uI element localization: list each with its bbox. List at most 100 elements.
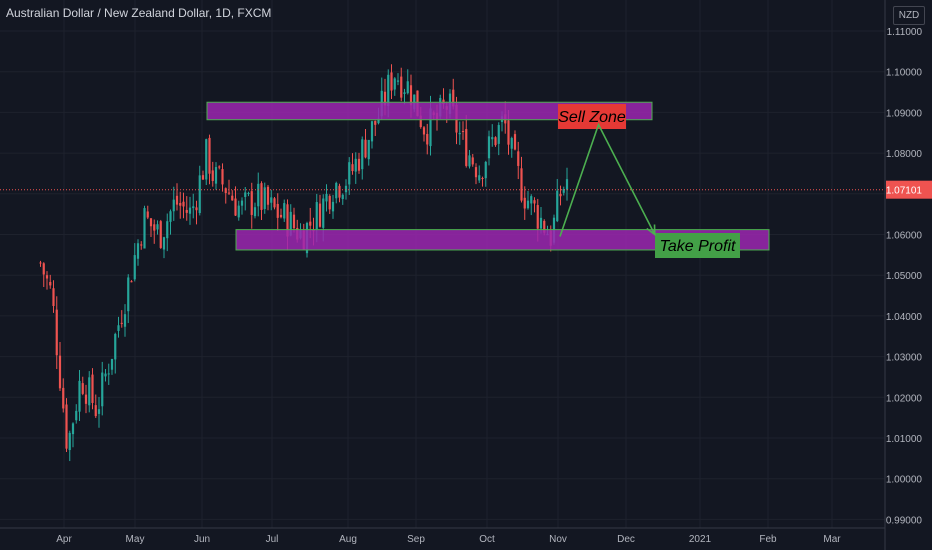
candle-body <box>530 196 533 204</box>
candle-body <box>75 410 78 421</box>
candle-body <box>396 80 400 82</box>
candle-body <box>341 194 344 200</box>
candle-body <box>565 179 569 190</box>
candle-body <box>331 201 335 212</box>
candlestick-series <box>39 64 569 462</box>
candle-body <box>510 138 513 149</box>
candle-body <box>42 263 45 275</box>
candle-body <box>97 409 101 414</box>
candle-body <box>55 309 58 356</box>
candle-body <box>240 200 244 206</box>
candle-body <box>237 205 240 218</box>
candle-body <box>247 192 250 194</box>
candle-body <box>487 136 491 159</box>
projection-path <box>559 122 656 237</box>
projection-arrowhead <box>646 224 656 237</box>
time-tick-label: 2021 <box>689 534 712 545</box>
candle-body <box>140 244 143 246</box>
candle-body <box>325 193 328 202</box>
candle-body <box>315 202 318 230</box>
candle-body <box>536 205 539 229</box>
candle-body <box>143 208 146 249</box>
candle-body <box>543 220 546 233</box>
price-tick-label: 1.08000 <box>886 149 923 160</box>
candle-body <box>244 192 247 197</box>
grid-lines <box>0 0 885 528</box>
candle-body <box>65 404 68 449</box>
candle-body <box>383 91 387 106</box>
candle-body <box>266 186 270 205</box>
candle-body <box>419 115 422 128</box>
candle-body <box>114 333 117 360</box>
candle-body <box>335 182 338 199</box>
time-tick-label: Jul <box>266 534 279 545</box>
candle-body <box>273 198 276 208</box>
candle-body <box>260 183 263 210</box>
price-tick-label: 1.06000 <box>886 231 923 242</box>
candle-body <box>292 214 296 229</box>
time-axis[interactable]: Apr May Jun Jul Aug Sep Oct Nov Dec 2021 Feb Mar <box>0 527 885 545</box>
candle-body <box>198 175 201 214</box>
last-price-label: 1.07101 <box>886 186 923 197</box>
candle-body <box>195 207 198 211</box>
candle-body <box>556 190 559 222</box>
time-tick-label: Jun <box>194 534 210 545</box>
price-axis[interactable]: 1.110001.100001.090001.080001.070001.060… <box>884 0 932 550</box>
candle-body <box>201 175 205 180</box>
price-tick-label: 1.11000 <box>887 27 923 38</box>
candle-body <box>465 129 468 166</box>
candle-body <box>361 139 364 170</box>
candle-body <box>153 224 156 231</box>
price-tick-label: 1.05000 <box>886 271 923 282</box>
candle-body <box>513 134 517 150</box>
candle-body <box>68 432 71 451</box>
candle-body <box>156 224 159 230</box>
take-profit-label-bg <box>655 233 740 258</box>
candle-body <box>159 221 162 248</box>
candle-body <box>234 198 237 216</box>
candle-body <box>520 168 523 201</box>
candle-body <box>400 76 403 98</box>
candle-body <box>227 192 231 194</box>
candle-body <box>172 199 175 212</box>
candle-body <box>88 377 91 406</box>
candle-body <box>130 281 133 283</box>
candle-body <box>357 158 361 171</box>
last-price-tag <box>886 180 932 199</box>
price-tick-label: 1.04000 <box>886 312 923 323</box>
candle-body <box>146 211 149 218</box>
candle-body <box>208 137 211 174</box>
candle-body <box>422 127 426 135</box>
candle-body <box>107 373 110 375</box>
currency-badge[interactable]: NZD <box>893 6 925 25</box>
candle-body <box>390 72 393 91</box>
price-tick-label: 1.10000 <box>886 68 923 79</box>
candle-body <box>185 209 188 213</box>
candle-body <box>205 139 208 180</box>
sell-zone-box[interactable] <box>206 101 653 121</box>
take-profit-label: Take Profit <box>660 238 736 255</box>
candle-body <box>276 203 279 218</box>
candle-body <box>71 423 75 435</box>
candle-body <box>478 175 481 181</box>
candle-body <box>494 137 497 146</box>
candle-body <box>403 92 406 94</box>
candle-body <box>318 203 322 227</box>
candle-body <box>179 202 182 206</box>
candle-body <box>120 322 123 324</box>
candle-body <box>279 214 283 218</box>
candle-body <box>539 217 543 229</box>
candle-body <box>377 118 380 124</box>
candle-body <box>526 200 530 209</box>
candle-body <box>91 374 94 403</box>
candle-body <box>406 81 409 94</box>
price-tick-label: 0.99000 <box>886 515 923 526</box>
take-profit-box[interactable] <box>235 229 770 251</box>
candle-body <box>218 166 221 168</box>
candle-body <box>175 195 179 205</box>
candle-body <box>338 185 341 198</box>
candle-body <box>559 193 562 197</box>
candle-body <box>133 255 136 280</box>
candle-body <box>166 221 169 239</box>
